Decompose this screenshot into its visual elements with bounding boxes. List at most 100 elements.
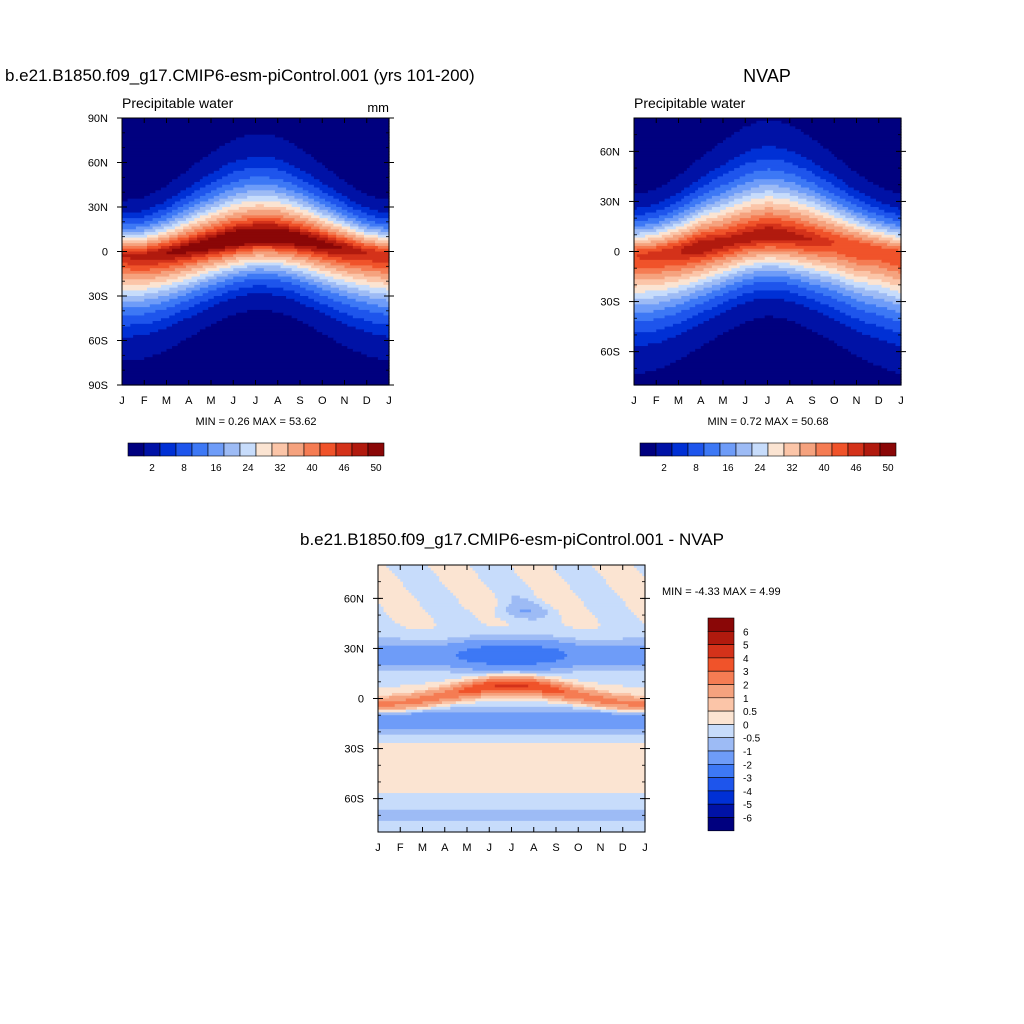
nvap-contour-cell [881,245,902,250]
model-contour-cell [347,312,385,317]
nvap-contour-cell [773,201,799,205]
difference-contour-cell [455,701,476,705]
difference-contour-cell [378,823,646,828]
nvap-contour-cell [884,187,902,191]
model-contour-cell [122,159,201,164]
difference-x-tick-label: J [375,842,381,854]
nvap-contour-cell [795,243,833,247]
nvap-contour-cell [817,184,835,189]
difference-contour-cell [528,684,552,688]
nvap-contour-cell [692,181,710,186]
model-contour-cell [355,218,368,222]
difference-contour-cell [489,587,532,591]
nvap-contour-cell [659,215,674,219]
difference-contour-cell [550,679,560,683]
model-contour-cell [305,276,321,280]
nvap-contour-cell [634,268,682,272]
difference-contour-cell [383,609,426,613]
nvap-contour-cell [717,304,738,308]
model-contour-cell [341,223,351,228]
model-contour-cell [188,237,198,241]
nvap-contour-cell [842,226,855,230]
difference-contour-cell [547,612,560,616]
model-contour-cell [358,226,368,230]
nvap-contour-cell [681,321,705,325]
model-colorbar-box [191,442,209,457]
difference-contour-cell [492,590,535,594]
model-contour-cell [188,240,201,244]
nvap-contour-cell [634,304,677,308]
model-contour-cell [122,212,154,216]
difference-contour-cell [416,598,460,602]
model-panel: b.e21.B1850.f09_g17.CMIP6-esm-piControl.… [5,66,475,474]
nvap-contour-cell [742,195,766,200]
nvap-contour-cell [700,232,727,236]
model-contour-cell [302,187,321,191]
model-contour-cell [216,179,240,183]
nvap-contour-cell [700,156,735,161]
nvap-contour-cell [645,223,663,228]
model-contour-cell [172,179,201,183]
nvap-contour-cell [809,187,824,191]
model-contour-cell [294,298,315,303]
model-contour-cell [286,259,307,264]
nvap-contour-cell [634,226,655,230]
model-contour-cell [308,296,329,300]
model-contour-cell [188,220,198,225]
model-contour-cell [177,296,195,300]
model-contour-cell [166,212,179,216]
model-contour-cell [327,184,354,189]
difference-contour-cell [519,609,532,613]
difference-contour-cell [556,570,599,574]
model-contour-cell [208,290,229,294]
model-contour-cell [122,296,159,300]
model-contour-cell [330,290,348,294]
difference-contour-cell [572,665,646,669]
model-contour-cell [152,226,165,230]
difference-contour-cell [444,679,465,683]
difference-contour-cell [378,776,646,780]
difference-contour-cell [536,617,563,622]
difference-contour-cell [478,576,521,580]
model-contour-cell [166,198,182,203]
difference-contour-cell [564,656,646,661]
nvap-contour-cell [750,204,791,208]
nvap-contour-cell [695,218,707,222]
nvap-contour-cell [892,237,902,241]
model-contour-cell [347,323,390,328]
nvap-contour-cell [731,268,746,272]
model-contour-cell [325,204,337,208]
model-contour-cell [158,296,179,300]
nvap-contour-cell [717,334,824,339]
nvap-contour-cell [670,362,874,367]
nvap-contour-cell [711,148,752,152]
nvap-contour-cell [884,232,899,236]
nvap-contour-cell [656,368,888,372]
model-contour-cell [147,243,159,247]
difference-colorbar-label: 4 [743,654,749,665]
difference-contour-cell [425,690,446,694]
nvap-contour-cell [895,212,902,216]
nvap-contour-cell [859,198,877,203]
difference-contour-cell [453,687,465,691]
model-contour-cell [160,187,187,191]
model-contour-cell [208,259,226,264]
nvap-contour-cell [689,257,713,261]
difference-y-tick-label: 30S [344,744,364,756]
model-contour-cell [149,282,173,286]
nvap-contour-cell [828,212,841,216]
model-contour-cell [330,262,351,267]
difference-contour-cell [600,701,646,705]
model-contour-cell [147,287,170,292]
nvap-contour-cell [767,168,771,172]
nvap-y-tick-label: 30S [600,297,620,309]
model-contour-cell [224,248,237,253]
model-contour-cell [122,240,148,244]
model-contour-cell [361,351,390,356]
nvap-contour-cell [798,201,816,205]
nvap-contour-cell [745,226,766,230]
difference-contour-cell [589,692,613,697]
nvap-contour-cell [856,329,894,333]
nvap-contour-cell [809,220,827,225]
nvap-contour-cell [870,270,899,275]
